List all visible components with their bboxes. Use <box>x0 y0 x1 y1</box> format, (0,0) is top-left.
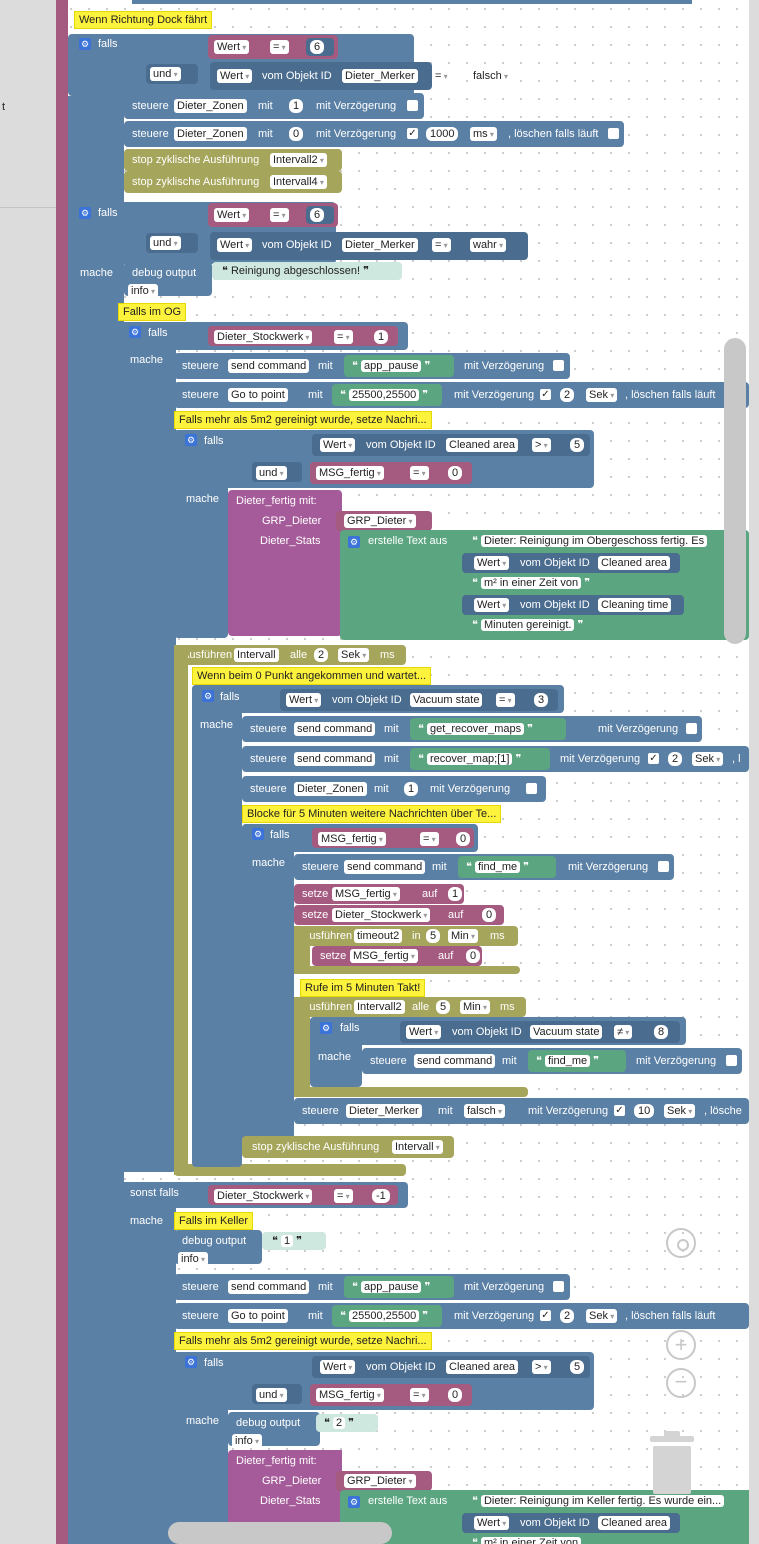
comment-0punkt[interactable]: Wenn beim 0 Punkt angekommen und wartet.… <box>192 667 432 685</box>
comment-dock[interactable]: Wenn Richtung Dock fährt <box>74 11 213 29</box>
wert-dropdown[interactable]: Wert <box>214 40 250 54</box>
falls-label: falls <box>98 38 118 50</box>
gear-icon[interactable]: ⚙ <box>129 326 141 338</box>
delay-checkbox[interactable]: ✓ <box>540 1310 551 1321</box>
value-six[interactable]: 6 <box>310 40 325 54</box>
clear-checkbox[interactable] <box>608 128 619 139</box>
dieter-zonen-field[interactable]: Dieter_Zonen <box>174 99 247 113</box>
left-panel: t <box>0 0 56 1544</box>
delay-checkbox[interactable] <box>726 1055 737 1066</box>
delay-checkbox[interactable]: ✓ <box>407 128 418 139</box>
und-dropdown[interactable]: und <box>150 67 181 81</box>
trash-icon[interactable] <box>650 1431 694 1494</box>
gear-icon[interactable]: ⚙ <box>185 1356 197 1368</box>
comment-keller[interactable]: Falls im Keller <box>174 1212 254 1230</box>
horizontal-scrollbar[interactable] <box>168 1522 392 1544</box>
event-block-spine <box>62 0 68 1544</box>
gear-icon[interactable]: ⚙ <box>79 38 91 50</box>
gear-icon[interactable]: ⚙ <box>185 434 197 446</box>
vom-objekt-label: vom Objekt ID <box>262 70 332 82</box>
gear-icon[interactable]: ⚙ <box>348 1496 360 1508</box>
delay-checkbox[interactable] <box>526 783 537 794</box>
locate-icon[interactable] <box>666 1228 696 1258</box>
text-reinigung[interactable]: ❝ Reinigung abgeschlossen! ❞ <box>222 265 370 277</box>
zoom-out-icon[interactable]: − <box>666 1368 696 1398</box>
delay-checkbox[interactable] <box>686 723 697 734</box>
delay-checkbox[interactable]: ✓ <box>614 1105 625 1116</box>
comment-5m2[interactable]: Falls mehr als 5m2 gereinigt wurde, setz… <box>174 1332 432 1350</box>
delay-checkbox[interactable] <box>407 100 418 111</box>
delay-checkbox[interactable] <box>553 360 564 371</box>
workspace-left-bar <box>56 0 62 1544</box>
gear-icon[interactable]: ⚙ <box>252 828 264 840</box>
eq-dropdown[interactable]: = <box>432 69 451 83</box>
gear-icon[interactable]: ⚙ <box>202 690 214 702</box>
function-call-block[interactable] <box>228 490 342 636</box>
blockly-workspace[interactable]: Wenn Richtung Dock fährt ⚙ falls Wert = … <box>62 0 749 1544</box>
comment-blocke[interactable]: Blocke für 5 Minuten weitere Nachrichten… <box>242 805 502 823</box>
gear-icon[interactable]: ⚙ <box>348 536 360 548</box>
sidebar-partial-text: t <box>2 101 6 113</box>
comment-5takt[interactable]: Rufe im 5 Minuten Takt! <box>300 979 426 997</box>
eq-dropdown[interactable]: = <box>270 40 289 54</box>
zoom-in-icon[interactable]: + <box>666 1330 696 1360</box>
vertical-scrollbar[interactable] <box>724 338 746 644</box>
gear-icon[interactable]: ⚙ <box>79 207 91 219</box>
delay-checkbox[interactable]: ✓ <box>648 753 659 764</box>
object-id-dieter-merker[interactable]: Dieter_Merker <box>342 69 418 83</box>
delay-checkbox[interactable] <box>658 861 669 872</box>
gear-icon[interactable]: ⚙ <box>320 1022 332 1034</box>
steuere-block[interactable] <box>242 776 546 802</box>
comment-5m2[interactable]: Falls mehr als 5m2 gereinigt wurde, setz… <box>174 411 432 429</box>
if-block-main[interactable] <box>68 202 124 1544</box>
wert-dropdown[interactable]: Wert <box>217 69 253 83</box>
delay-checkbox[interactable] <box>553 1281 564 1292</box>
comment-og[interactable]: Falls im OG <box>118 303 187 321</box>
falsch-dropdown[interactable]: falsch <box>470 69 511 83</box>
delay-checkbox[interactable]: ✓ <box>540 389 551 400</box>
